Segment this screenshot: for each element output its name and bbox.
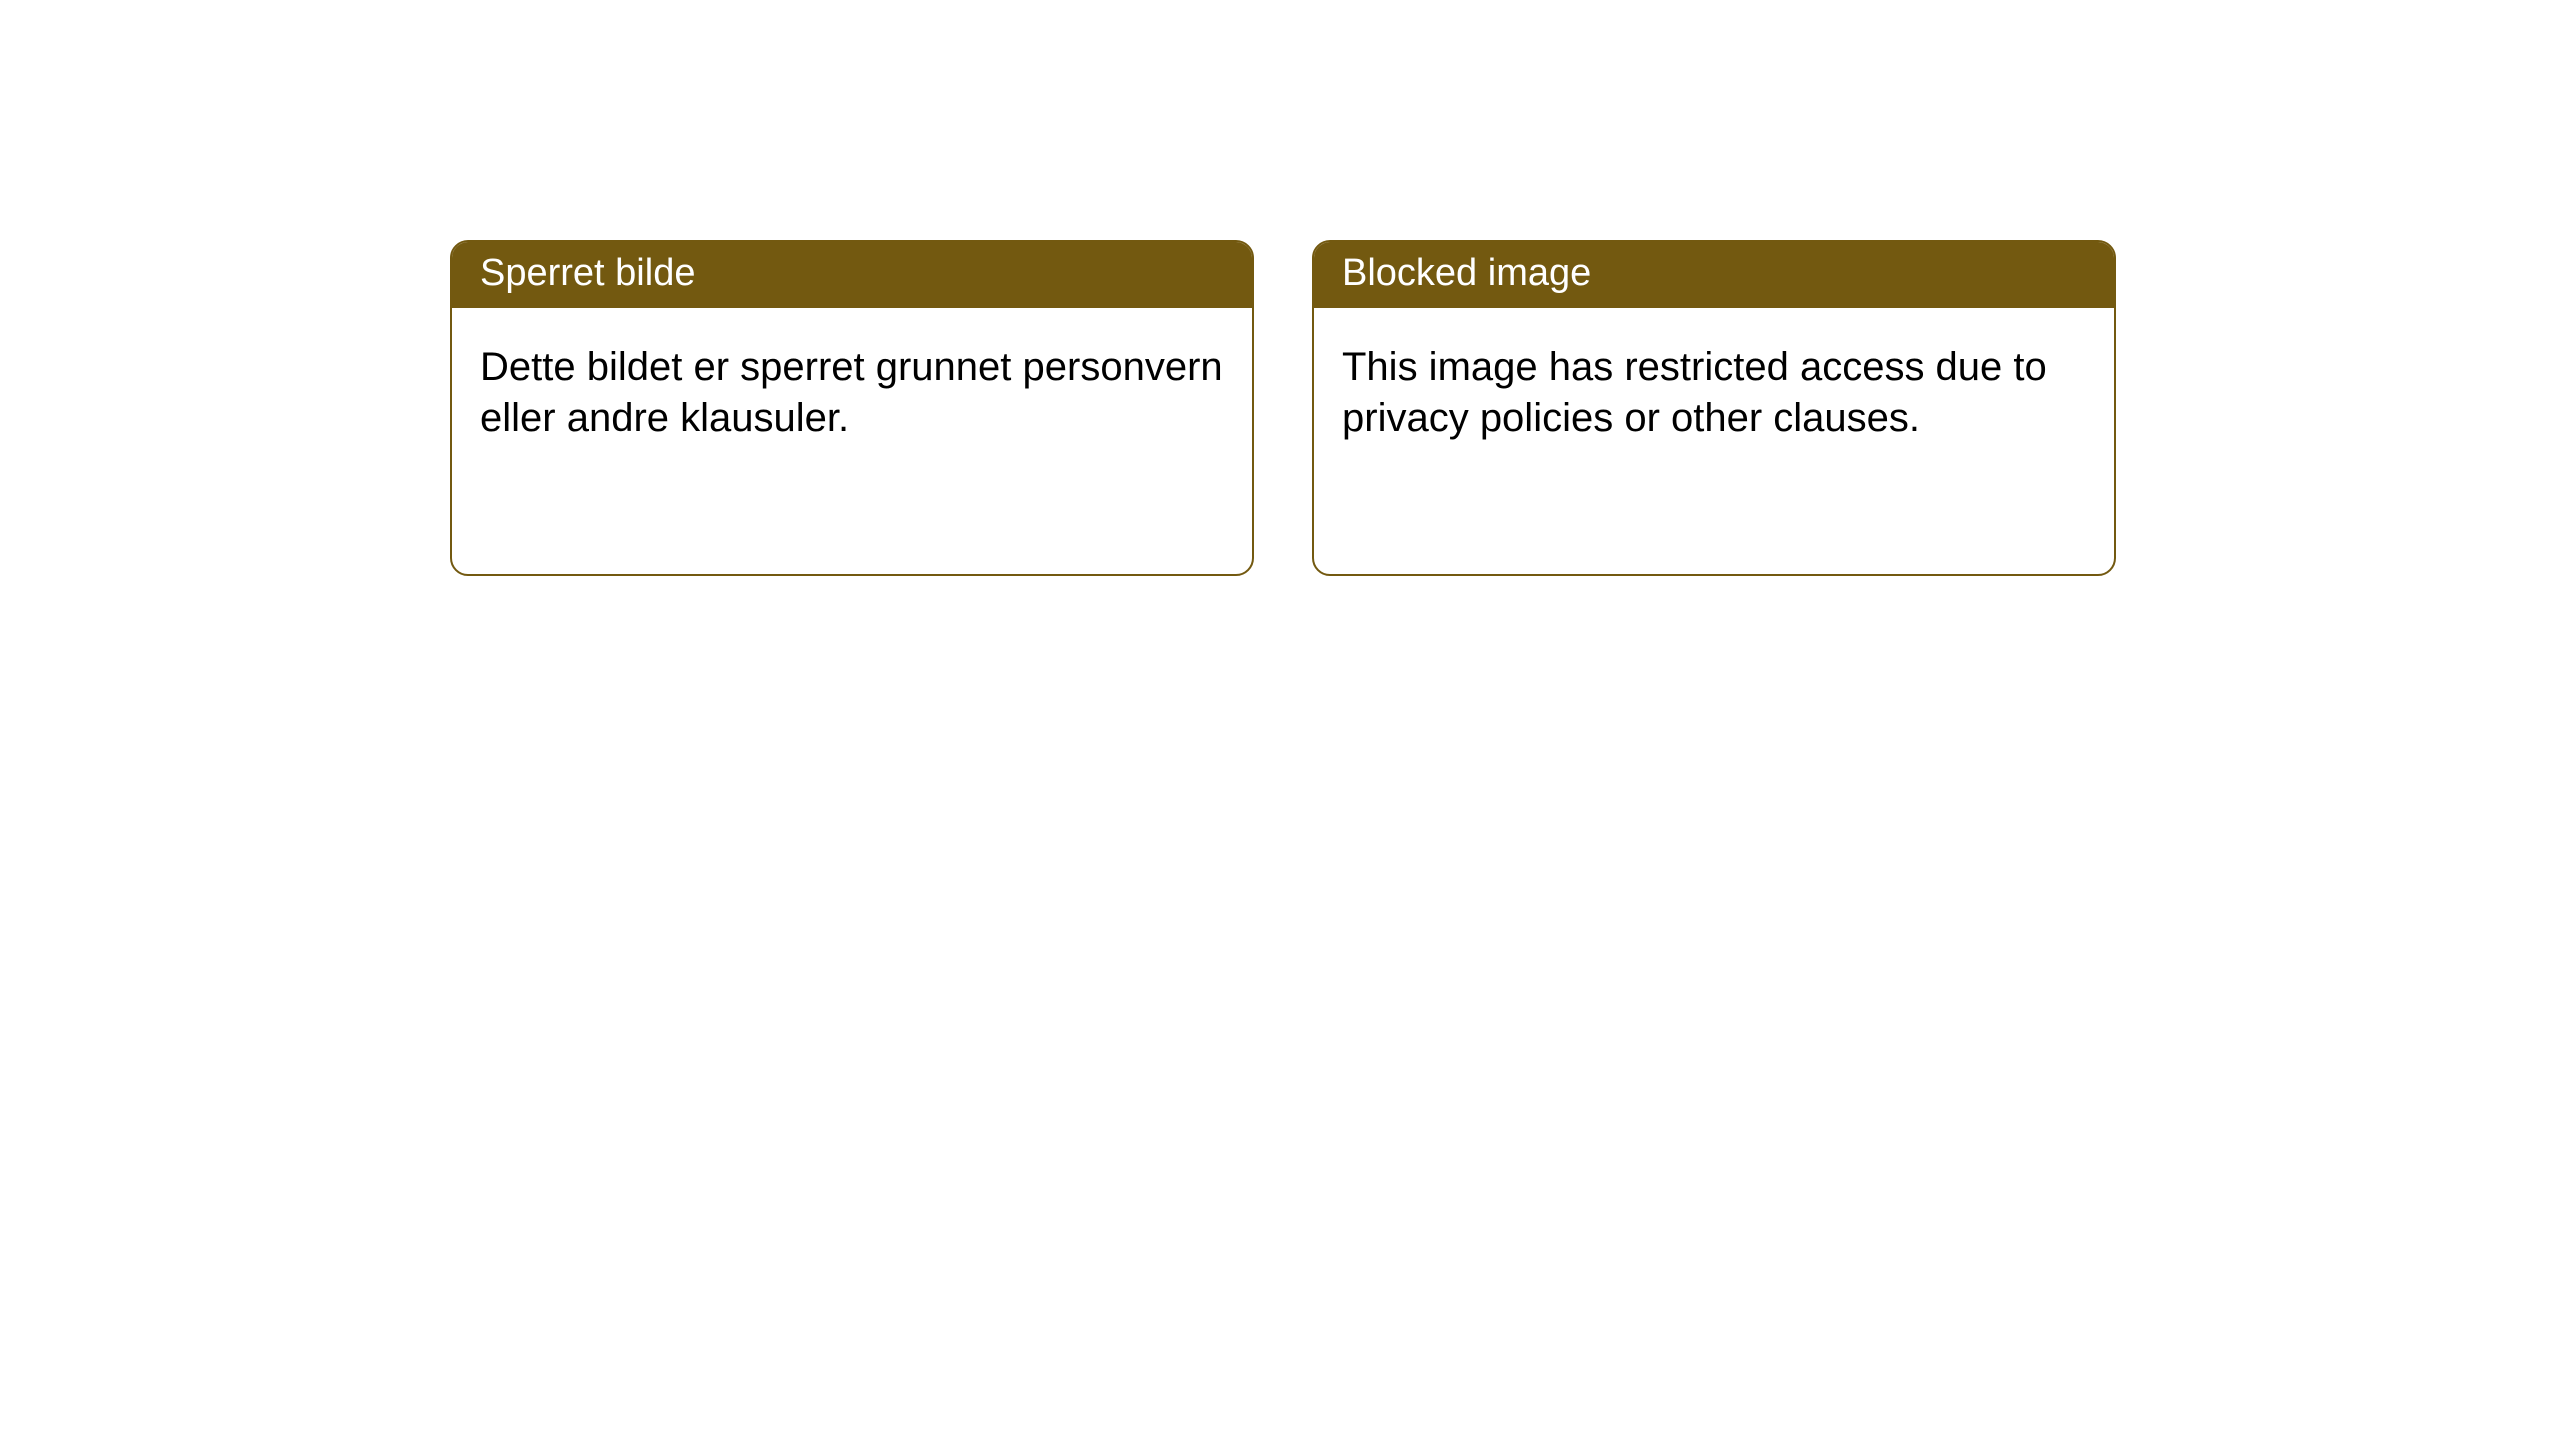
notice-body: This image has restricted access due to …: [1314, 308, 2114, 478]
notice-header: Sperret bilde: [452, 242, 1252, 308]
notice-header: Blocked image: [1314, 242, 2114, 308]
notice-card-norwegian: Sperret bilde Dette bildet er sperret gr…: [450, 240, 1254, 576]
notice-card-english: Blocked image This image has restricted …: [1312, 240, 2116, 576]
notice-body: Dette bildet er sperret grunnet personve…: [452, 308, 1252, 478]
notice-container: Sperret bilde Dette bildet er sperret gr…: [0, 0, 2560, 576]
